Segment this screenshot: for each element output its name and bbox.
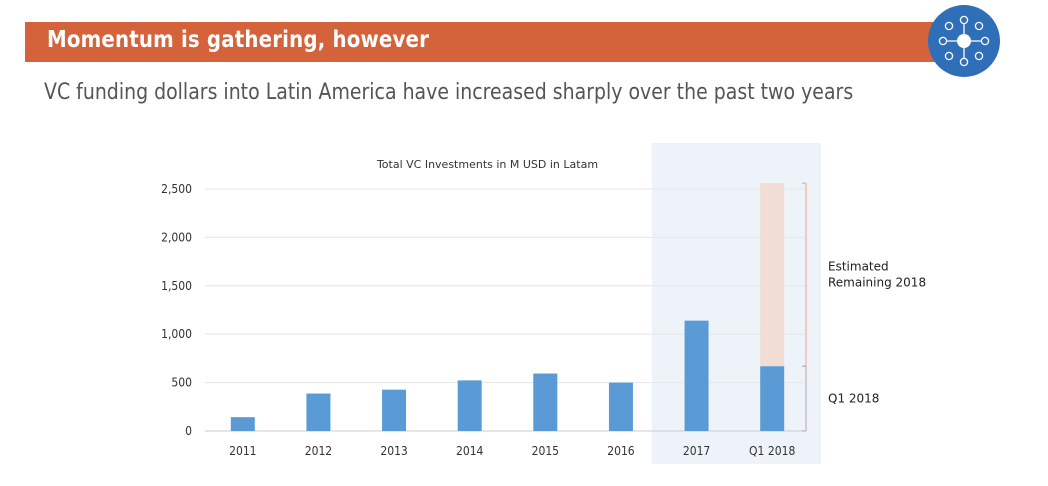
y-tick-label: 2,500 xyxy=(161,182,192,196)
x-tick-label: 2015 xyxy=(532,444,559,458)
network-hub-icon xyxy=(928,5,1000,77)
y-tick-label: 0 xyxy=(185,424,192,438)
x-tick-label: 2017 xyxy=(683,444,710,458)
annotation-label: Estimated xyxy=(828,260,889,274)
bar-estimated-q1-2018 xyxy=(760,183,785,367)
y-tick-label: 1,500 xyxy=(161,279,192,293)
y-tick-label: 1,000 xyxy=(161,327,192,341)
slide-subtitle: VC funding dollars into Latin America ha… xyxy=(44,80,854,105)
x-tick-label: 2014 xyxy=(456,444,484,458)
bar-actual-2012 xyxy=(306,393,331,431)
x-tick-label: Q1 2018 xyxy=(749,444,795,458)
bar-actual-2013 xyxy=(382,389,407,431)
annotation-label: Q1 2018 xyxy=(828,392,879,406)
chart-title: Total VC Investments in M USD in Latam xyxy=(376,158,598,171)
y-tick-label: 500 xyxy=(171,376,192,390)
title-bar: Momentum is gathering, however xyxy=(25,22,948,62)
x-tick-label: 2011 xyxy=(229,444,256,458)
bar-actual-2017 xyxy=(684,320,709,431)
y-tick-label: 2,000 xyxy=(161,230,192,244)
x-tick-label: 2016 xyxy=(607,444,635,458)
highlight-band xyxy=(651,143,821,464)
slide-title: Momentum is gathering, however xyxy=(47,27,430,53)
bar-actual-2011 xyxy=(230,417,255,431)
x-tick-label: 2013 xyxy=(380,444,407,458)
bar-actual-2016 xyxy=(608,382,633,431)
bar-actual-q1-2018 xyxy=(760,366,785,431)
annotation-label: Remaining 2018 xyxy=(828,276,926,290)
x-tick-label: 2012 xyxy=(305,444,332,458)
bar-actual-2014 xyxy=(457,380,482,431)
bar-actual-2015 xyxy=(533,373,558,431)
